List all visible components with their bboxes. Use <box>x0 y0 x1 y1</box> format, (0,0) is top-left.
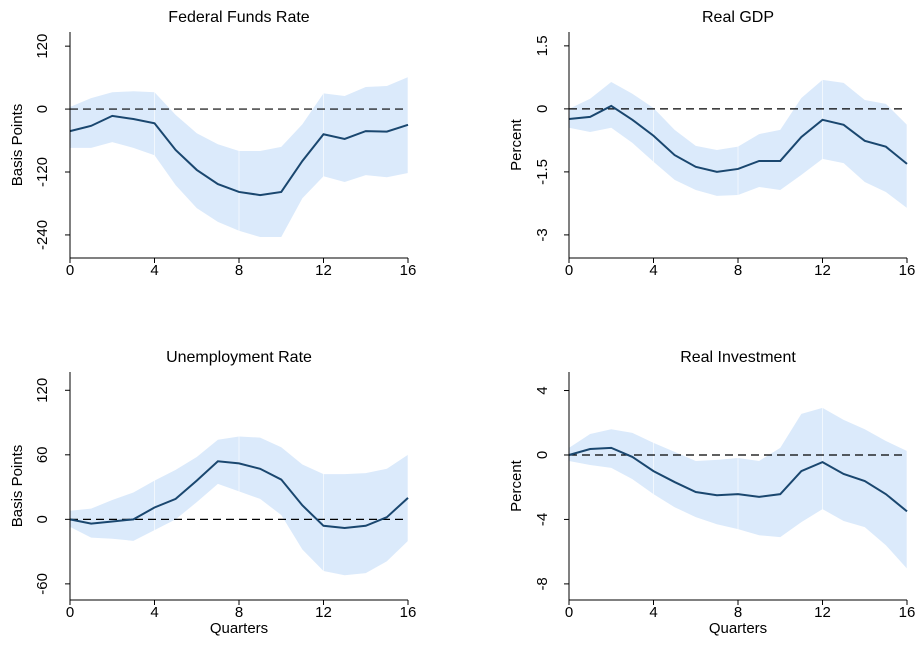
y-tick-label: -4 <box>534 513 551 526</box>
x-tick-label: 0 <box>66 262 74 279</box>
chart-title: Federal Funds Rate <box>168 9 310 26</box>
x-tick-label: 12 <box>315 262 332 279</box>
y-tick-label: 120 <box>34 34 51 59</box>
line-series <box>69 114 409 197</box>
x-tick-label: 4 <box>649 262 657 279</box>
x-tick-label: 16 <box>899 262 916 279</box>
chart-title: Real GDP <box>702 9 774 26</box>
y-tick-label: -240 <box>34 220 51 250</box>
x-tick-label: 8 <box>734 604 742 621</box>
y-tick-label: 0 <box>534 451 551 459</box>
x-axis-label: Quarters <box>210 620 268 637</box>
chart-title: Unemployment Rate <box>166 349 312 366</box>
y-tick-label: -1.5 <box>534 159 551 185</box>
y-tick-label: -8 <box>534 577 551 590</box>
line-series <box>568 446 908 513</box>
x-tick-label: 0 <box>565 604 573 621</box>
y-axis-label: Percent <box>508 118 525 171</box>
x-tick-label: 8 <box>235 262 243 279</box>
x-tick-label: 8 <box>734 262 742 279</box>
y-tick-label: -60 <box>34 573 51 595</box>
x-tick-label: 8 <box>235 604 243 621</box>
y-tick-label: 4 <box>534 386 551 394</box>
x-tick-label: 4 <box>150 604 158 621</box>
y-tick-label: 60 <box>34 446 51 463</box>
x-tick-label: 4 <box>649 604 657 621</box>
y-tick-label: 0 <box>534 105 551 113</box>
y-axis-label: Basis Points <box>9 445 26 528</box>
x-tick-label: 4 <box>150 262 158 279</box>
x-tick-label: 16 <box>400 262 417 279</box>
y-tick-label: 1.5 <box>534 35 551 56</box>
x-tick-label: 12 <box>315 604 332 621</box>
y-tick-label: 0 <box>34 515 51 523</box>
line-series <box>568 104 908 173</box>
x-tick-label: 0 <box>66 604 74 621</box>
x-axis-label: Quarters <box>709 620 767 637</box>
y-tick-label: 0 <box>34 105 51 113</box>
y-axis-label: Basis Points <box>9 104 26 187</box>
y-axis-label: Percent <box>508 459 525 512</box>
x-tick-label: 16 <box>400 604 417 621</box>
x-tick-label: 0 <box>565 262 573 279</box>
y-tick-label: -3 <box>534 228 551 241</box>
x-tick-label: 12 <box>814 262 831 279</box>
y-tick-label: -120 <box>34 157 51 187</box>
y-tick-label: 120 <box>34 378 51 403</box>
line-series <box>69 460 409 529</box>
x-tick-label: 12 <box>814 604 831 621</box>
x-tick-label: 16 <box>899 604 916 621</box>
chart-title: Real Investment <box>680 349 796 366</box>
